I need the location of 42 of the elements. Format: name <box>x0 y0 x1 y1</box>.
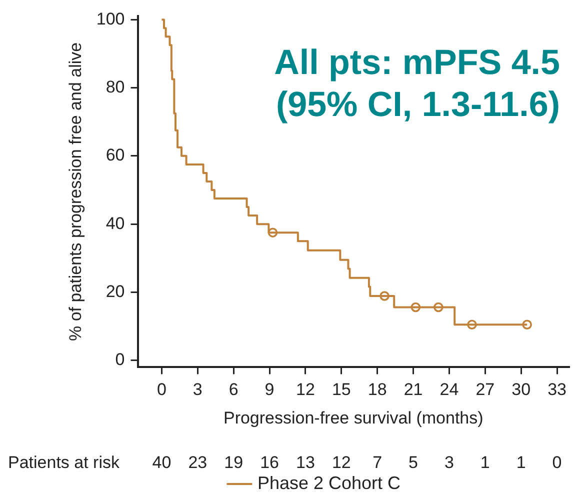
text: 3 <box>444 452 454 472</box>
x-tick-label: 9 <box>264 380 274 400</box>
x-tick-label: 6 <box>228 380 238 400</box>
point <box>410 302 421 312</box>
x-tick-label: 24 <box>440 380 459 400</box>
text: 12 <box>332 452 351 472</box>
x-tick-label: 18 <box>368 380 387 400</box>
x-axis-title: Progression-free survival (months) <box>223 408 484 428</box>
point <box>467 320 477 330</box>
point <box>268 228 278 238</box>
y-tick-label: 100 <box>96 9 125 28</box>
x-tick-label: 15 <box>332 380 351 400</box>
x-tick-label: 12 <box>296 380 315 400</box>
point <box>434 302 444 312</box>
text: 23 <box>188 452 208 472</box>
text: 16 <box>260 452 279 472</box>
text: 5 <box>408 452 418 472</box>
x-tick-label: 33 <box>548 380 566 400</box>
text: 1 <box>480 452 490 472</box>
text: Patients at risk <box>8 452 120 472</box>
text: 1 <box>516 452 526 472</box>
legend-label: Phase 2 Cohort C <box>257 472 401 493</box>
text: 40 <box>152 452 172 472</box>
x-tick-label: 30 <box>512 380 531 400</box>
y-tick-label: 60 <box>106 146 125 165</box>
text: 0 <box>552 452 562 472</box>
text: 19 <box>224 452 244 472</box>
y-tick-label: 80 <box>106 77 125 96</box>
annotation: All pts: mPFS 4.5 <box>274 43 560 82</box>
x-tick-label: 3 <box>192 380 202 400</box>
y-tick-label: 0 <box>115 350 125 370</box>
x-tick-label: 27 <box>476 380 495 400</box>
point <box>380 291 390 301</box>
y-tick-label: 20 <box>106 282 125 301</box>
x-tick-label: 0 <box>156 380 166 400</box>
y-axis-title: % of patients progression free and alive <box>66 42 85 342</box>
y-tick-label: 40 <box>106 214 125 233</box>
x-tick-label: 21 <box>404 380 423 400</box>
annotation: (95% CI, 1.3-11.6) <box>276 85 560 124</box>
text: 7 <box>372 452 382 472</box>
text: 13 <box>296 452 315 472</box>
point <box>522 320 532 330</box>
